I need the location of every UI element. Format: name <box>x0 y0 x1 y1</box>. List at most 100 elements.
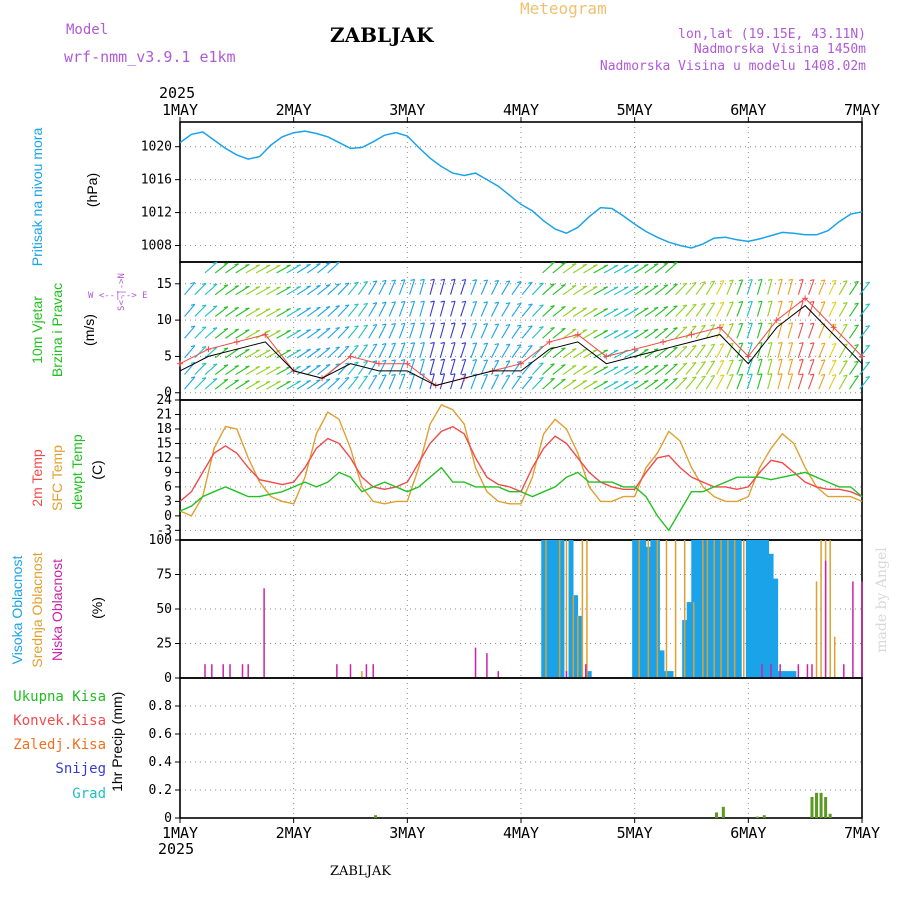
wind-barb <box>716 302 725 317</box>
wind-barb-head <box>710 360 715 363</box>
precip-tick-label: 0.8 <box>149 699 172 714</box>
date-axis: 1MAY 1MAY 2MAY 2MAY 3MAY 3MAY 4MAY 4MAY 5MAY 5MAY… <box>162 101 880 842</box>
wind-barb <box>726 374 734 390</box>
wind-barb-head <box>372 280 377 283</box>
wind-barb-head <box>729 279 734 282</box>
wind-barb-head <box>561 347 566 350</box>
wind-barb-head <box>344 282 350 285</box>
wind-barb-head <box>190 303 196 306</box>
wind-barb <box>317 284 331 296</box>
wind-barb <box>276 380 291 390</box>
high-cloud-bar <box>641 540 647 678</box>
wind-barb-head <box>335 326 340 330</box>
wind-barb <box>685 303 697 317</box>
wind-barb-head <box>234 306 239 309</box>
wind-barb-head <box>582 348 587 351</box>
date-label-bottom: 6MAY <box>730 824 766 842</box>
wind-barb-head <box>234 379 239 382</box>
wind-barb <box>480 359 489 375</box>
wind-barb-head <box>296 329 301 332</box>
wind-barb-head <box>809 279 815 282</box>
wind-barb-head <box>306 285 311 288</box>
low-cloud-bar <box>372 664 374 678</box>
wind-barb-head <box>748 373 753 376</box>
wind-barb-head <box>701 281 706 284</box>
wind-barb-head <box>223 347 229 350</box>
wind-barb <box>235 348 250 359</box>
wind-barb-head <box>201 304 207 307</box>
wind-barb-head <box>831 342 837 346</box>
wind-barb-head <box>820 342 826 345</box>
wind-barb <box>204 327 218 339</box>
temp-tick-label: 9 <box>164 465 172 480</box>
wind-barb <box>675 346 688 359</box>
wind-barb-head <box>692 303 697 306</box>
mid-cloud-bar <box>702 540 704 678</box>
wind-barb <box>347 376 359 390</box>
wind-barb <box>675 304 688 317</box>
wind-barb <box>572 380 588 390</box>
wind-barb <box>644 348 659 359</box>
wind-ylabel-1: 10m Vjetar <box>29 296 45 364</box>
wind-barb-head <box>472 359 477 362</box>
wind-barb-head <box>582 365 587 368</box>
wind-barb <box>214 306 229 317</box>
wind-barb-head <box>234 263 239 266</box>
wind-barb <box>245 329 261 339</box>
wind-barb <box>460 322 467 339</box>
wind-barb <box>695 361 706 375</box>
wind-barb-head <box>738 359 743 362</box>
wind-barb <box>797 359 804 375</box>
wind-barb <box>449 322 456 339</box>
wind-barb-head <box>306 307 311 310</box>
wind-barb <box>756 342 763 359</box>
wind-barb <box>337 304 350 317</box>
wind-barb <box>531 377 544 390</box>
mid-cloud-ylabel: Srednja Oblacnost <box>29 552 45 667</box>
mid-cloud-bar <box>638 540 640 678</box>
low-cloud-bar <box>852 581 854 678</box>
precip-unit: (mm) <box>109 692 125 725</box>
pressure-tick-label: 1016 <box>141 173 172 188</box>
wind-barb-head <box>854 375 859 378</box>
wind-barb-head <box>325 347 331 350</box>
wind-barb <box>736 359 744 375</box>
precip-bar <box>824 797 828 818</box>
wind-barb-head <box>843 360 848 363</box>
wind-barb <box>849 324 859 339</box>
wind-barb <box>695 344 706 359</box>
wind-barb <box>685 345 697 359</box>
wind-barb <box>767 322 773 339</box>
wind-barb-head <box>634 380 639 383</box>
wind-barb <box>777 322 783 339</box>
wind-barb-head <box>729 342 734 345</box>
wind-barb <box>194 282 207 296</box>
wind-barb <box>562 285 577 296</box>
wind-barb-head <box>799 373 804 376</box>
wind-barb <box>501 343 511 359</box>
wind-barb-head <box>528 376 533 379</box>
wind-barb-head <box>738 373 743 376</box>
high-cloud-bar <box>714 540 720 678</box>
wind-barb-head <box>335 346 340 349</box>
wind-barb <box>726 359 734 375</box>
high-cloud-bar <box>650 540 656 678</box>
wind-barb-head <box>363 302 368 305</box>
wind-barb-head <box>296 365 301 368</box>
wind-barb-head <box>634 264 639 267</box>
wind-barb-head <box>748 300 753 303</box>
wind-barb-head <box>865 361 870 364</box>
wind-barb <box>787 342 794 359</box>
wind-barb <box>756 279 763 295</box>
wind-barb-head <box>820 359 826 362</box>
wind-barb <box>511 303 522 317</box>
wind-barb-head <box>516 281 522 284</box>
wind-barb <box>327 377 340 390</box>
date-label-bottom: 2MAY <box>276 824 312 842</box>
wind-barb <box>838 280 848 295</box>
wind-barb-head <box>571 379 577 382</box>
wind-barb <box>511 344 522 359</box>
wind-barb-head <box>673 283 678 286</box>
wind-barb <box>849 375 859 390</box>
